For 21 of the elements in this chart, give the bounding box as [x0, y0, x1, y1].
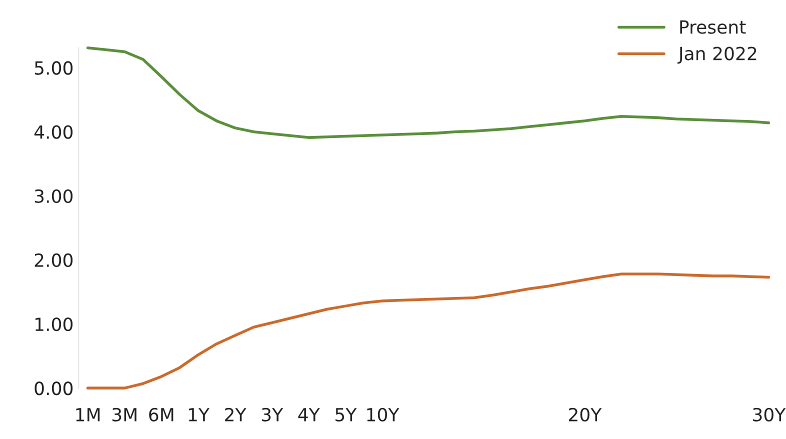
x-tick-label: 2Y: [225, 408, 246, 422]
legend-label: Jan 2022: [678, 46, 756, 64]
x-tick-label: 1M: [76, 408, 100, 422]
line-series: [86, 272, 770, 390]
x-tick-label: 5Y: [336, 408, 357, 422]
x-tick-label: 1Y: [188, 408, 210, 422]
line-series: [86, 46, 770, 139]
x-tick-label: 30Y: [753, 408, 786, 422]
y-tick-label: 4.00: [34, 125, 73, 139]
x-tick-label: 10Y: [367, 408, 400, 422]
y-tick-label: 2.00: [34, 253, 73, 268]
y-tick-label: 5.00: [34, 61, 73, 75]
x-tick-label: 3M: [112, 408, 136, 422]
x-tick-label: 6M: [149, 408, 174, 422]
y-tick-label: 0.00: [34, 382, 73, 396]
x-tick-label: 4Y: [298, 408, 320, 422]
x-tick-label: 20Y: [568, 408, 602, 422]
x-tick-label: 3Y: [262, 408, 284, 422]
y-tick-label: 1.00: [36, 317, 73, 332]
y-tick-label: 3.00: [34, 189, 73, 203]
legend-label: Present: [680, 20, 746, 34]
